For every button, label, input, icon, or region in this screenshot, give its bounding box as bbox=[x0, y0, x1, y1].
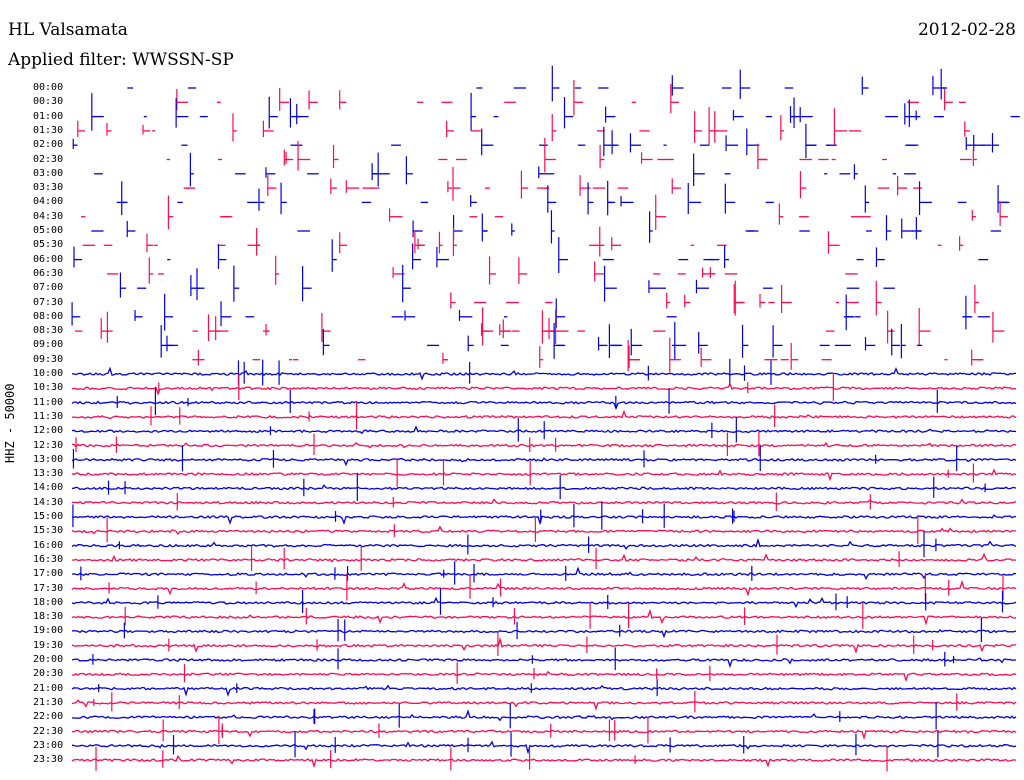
time-label: 03:00 bbox=[33, 167, 64, 179]
time-label: 05:30 bbox=[33, 239, 64, 251]
time-label: 10:30 bbox=[33, 382, 64, 394]
seismogram-trace bbox=[71, 699, 1017, 711]
time-label: 13:30 bbox=[33, 468, 64, 480]
time-label: 09:30 bbox=[33, 353, 64, 365]
time-label: 05:00 bbox=[33, 225, 64, 236]
time-label: 23:30 bbox=[33, 754, 64, 766]
seismogram-trace bbox=[71, 537, 1017, 551]
time-label: 12:30 bbox=[33, 439, 64, 451]
time-label: 20:30 bbox=[33, 668, 64, 680]
time-label: 14:00 bbox=[33, 482, 64, 494]
seismogram-trace bbox=[71, 441, 1017, 449]
seismogram-trace bbox=[71, 457, 1017, 467]
time-label: 21:00 bbox=[33, 682, 64, 694]
time-label: 16:30 bbox=[33, 553, 64, 565]
seismogram-trace bbox=[71, 400, 1017, 411]
seismogram-trace bbox=[71, 670, 1017, 683]
time-label: 22:30 bbox=[33, 725, 64, 737]
seismogram-trace bbox=[71, 552, 1017, 563]
time-label: 15:30 bbox=[33, 525, 64, 537]
time-label: 06:30 bbox=[33, 267, 64, 279]
time-label: 01:30 bbox=[33, 124, 64, 136]
time-label: 11:30 bbox=[33, 410, 64, 422]
time-label: 07:00 bbox=[33, 282, 64, 294]
time-label: 22:00 bbox=[33, 711, 64, 723]
seismogram-trace bbox=[71, 754, 1017, 769]
seismogram-trace bbox=[71, 484, 1017, 491]
seismogram-trace bbox=[71, 709, 1017, 722]
time-label: 00:30 bbox=[33, 96, 64, 108]
time-label: 16:00 bbox=[33, 539, 64, 551]
time-label: 04:00 bbox=[33, 196, 64, 208]
time-label: 06:00 bbox=[33, 253, 64, 265]
seismogram-trace bbox=[71, 657, 1017, 669]
time-label: 20:00 bbox=[33, 654, 64, 665]
time-label: 08:30 bbox=[33, 325, 64, 337]
time-label: 08:00 bbox=[33, 310, 64, 322]
time-label: 04:30 bbox=[33, 210, 64, 222]
seismogram-trace bbox=[71, 514, 1017, 526]
seismogram-trace bbox=[71, 382, 1016, 396]
time-label: 09:00 bbox=[33, 339, 64, 351]
seismogram-trace bbox=[71, 525, 1016, 535]
time-label: 19:00 bbox=[33, 625, 64, 637]
time-label: 17:30 bbox=[33, 582, 64, 594]
time-label: 15:00 bbox=[33, 511, 64, 522]
seismogram-trace bbox=[71, 498, 1017, 505]
time-label: 17:00 bbox=[33, 568, 64, 580]
time-label: 02:30 bbox=[33, 153, 64, 165]
time-label: 07:30 bbox=[33, 296, 64, 308]
time-label: 02:00 bbox=[33, 139, 64, 151]
seismogram-trace bbox=[71, 608, 1017, 626]
seismogram-trace bbox=[71, 740, 1017, 755]
station-name: HL Valsamata bbox=[8, 20, 128, 40]
seismogram-trace bbox=[71, 409, 1017, 420]
time-label: 21:30 bbox=[33, 696, 64, 708]
time-label: 18:00 bbox=[33, 596, 64, 608]
time-label: 01:00 bbox=[33, 110, 64, 122]
seismogram-trace bbox=[71, 566, 1017, 581]
seismogram-trace bbox=[71, 468, 1017, 482]
time-label: 11:00 bbox=[33, 396, 64, 408]
seismogram-trace bbox=[71, 684, 1017, 697]
time-label: 03:30 bbox=[33, 182, 64, 194]
recording-date: 2012-02-28 bbox=[917, 20, 1016, 40]
applied-filter: Applied filter: WWSSN-SP bbox=[8, 50, 234, 70]
time-label: 14:30 bbox=[33, 496, 64, 508]
seismogram-trace bbox=[71, 636, 1017, 654]
seismogram-trace bbox=[71, 579, 1017, 597]
time-label: 23:00 bbox=[33, 739, 64, 751]
seismogram-trace bbox=[71, 596, 1017, 609]
time-label: 10:00 bbox=[33, 368, 64, 379]
time-label: 00:00 bbox=[33, 82, 64, 93]
time-label: 12:00 bbox=[33, 425, 64, 437]
seismogram-trace bbox=[72, 366, 1017, 381]
seismogram-trace bbox=[71, 729, 1017, 741]
time-label: 19:30 bbox=[33, 639, 64, 651]
time-label: 18:30 bbox=[33, 611, 64, 623]
time-label: 13:00 bbox=[33, 453, 64, 465]
seismogram-trace bbox=[71, 628, 1017, 639]
